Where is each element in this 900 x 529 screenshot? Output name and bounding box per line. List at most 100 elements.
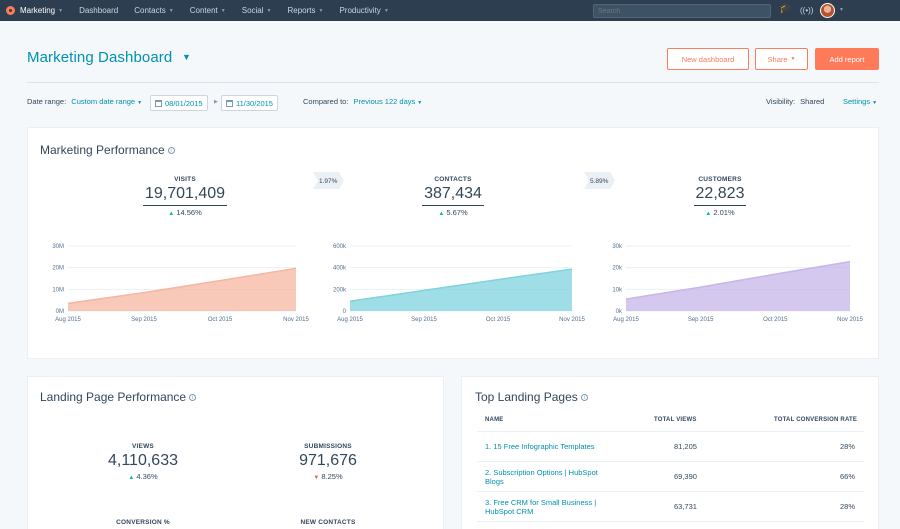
table-row-1-rate: 28% xyxy=(840,442,856,451)
submissions-change-value: 8.25% xyxy=(321,472,343,481)
submissions-metric: SUBMISSIONS 971,676 ▼ 8.25% xyxy=(268,443,388,481)
arrow-right-icon: ▶ xyxy=(214,99,218,105)
compared-value: Previous 122 days xyxy=(353,97,416,106)
table-row-2-name[interactable]: 2. Subscription Options | HubSpot Blogs xyxy=(485,468,598,486)
rate-arrow-shape xyxy=(584,172,615,189)
start-date-field[interactable]: 08/01/2015 xyxy=(150,95,208,111)
date-range-filter: Date range: Custom date range ▼ xyxy=(27,97,142,106)
chevron-down-icon: ▼ xyxy=(383,7,389,14)
row-divider xyxy=(477,521,864,522)
calendar-icon xyxy=(155,99,162,107)
nav-dashboard[interactable]: Dashboard xyxy=(71,0,126,21)
landing-page-performance-title: Landing Page Performance i xyxy=(40,390,197,404)
arrow-up-icon: ▲ xyxy=(438,211,445,217)
x-tick-label: Oct 2015 xyxy=(208,317,233,323)
date-range-select[interactable]: Custom date range ▼ xyxy=(71,97,142,106)
series-line xyxy=(625,260,851,300)
contacts-label: CONTACTS xyxy=(434,176,472,183)
top-landing-pages-title: Top Landing Pages i xyxy=(475,390,588,404)
info-icon[interactable]: i xyxy=(189,394,197,402)
x-tick-label: Sep 2015 xyxy=(688,317,714,323)
nav-marketing[interactable]: Marketing ▼ xyxy=(0,0,71,21)
end-date-value: 11/30/2015 xyxy=(236,98,273,108)
y-tick-label: 20M xyxy=(52,266,64,272)
user-avatar[interactable] xyxy=(820,3,835,18)
rate-arrow-shape xyxy=(313,172,344,189)
y-tick-label: 10M xyxy=(52,287,64,293)
new-contacts-label: NEW CONTACTS xyxy=(300,519,356,526)
submissions-label: SUBMISSIONS xyxy=(304,443,352,450)
area-series xyxy=(626,261,850,311)
graduation-cap-icon[interactable]: 🎓 xyxy=(779,3,792,14)
column-header-total-views[interactable]: TOTAL VIEWS xyxy=(654,417,697,423)
nav-social[interactable]: Social ▼ xyxy=(234,0,280,21)
contacts-value[interactable]: 387,434 xyxy=(422,183,484,206)
table-row-1-name[interactable]: 1. 15 Free Infographic Templates xyxy=(485,442,595,451)
arrow-up-icon: ▲ xyxy=(128,475,135,481)
x-tick-label: Nov 2015 xyxy=(559,317,585,323)
nav-marketing-label: Marketing xyxy=(20,6,56,15)
visits-value[interactable]: 19,701,409 xyxy=(142,183,228,206)
marketing-performance-title: Marketing Performance i xyxy=(40,143,175,157)
submissions-change: ▼ 8.25% xyxy=(268,472,388,481)
calendar-icon xyxy=(226,99,233,107)
nav-contacts-label: Contacts xyxy=(134,6,166,15)
add-report-button[interactable]: Add report xyxy=(815,48,879,70)
nav-reports[interactable]: Reports ▼ xyxy=(279,0,331,21)
conversion-label: CONVERSION % xyxy=(116,519,170,526)
header-divider xyxy=(27,82,879,83)
visits-metric: VISITS 19,701,409 ▲ 14.56% xyxy=(125,176,245,217)
area-series xyxy=(68,268,296,311)
arrow-up-icon: ▲ xyxy=(168,211,175,217)
date-range-label: Date range: xyxy=(27,97,67,106)
visits-label: VISITS xyxy=(174,176,196,183)
end-date-field[interactable]: 11/30/2015 xyxy=(221,95,278,111)
chevron-down-icon: ▼ xyxy=(417,100,423,106)
visits-to-contacts-rate-arrow: 1.97% xyxy=(313,172,344,189)
chevron-down-icon[interactable]: ▼ xyxy=(839,7,844,13)
start-date-value: 08/01/2015 xyxy=(165,98,203,108)
contacts-to-customers-rate-arrow: 5.89% xyxy=(584,172,615,189)
table-row-3-views: 63,731 xyxy=(674,502,697,511)
nav-social-label: Social xyxy=(241,6,264,15)
nav-contacts[interactable]: Contacts ▼ xyxy=(126,0,182,21)
y-tick-label: 400k xyxy=(333,266,347,272)
y-tick-label: 0 xyxy=(343,309,347,315)
chevron-down-icon: ▼ xyxy=(168,7,174,14)
series-line xyxy=(349,268,573,302)
compared-label: Compared to: xyxy=(303,97,349,106)
search-input[interactable] xyxy=(593,4,771,18)
hubspot-logo-icon xyxy=(6,6,15,15)
x-tick-label: Nov 2015 xyxy=(283,317,309,323)
chevron-down-icon: ▼ xyxy=(872,100,878,106)
compared-select[interactable]: Previous 122 days ▼ xyxy=(354,97,423,106)
contacts-area-chart: 0 200k 400k 600k Aug 2015 Sep 2015 Oct 2015 Nov… xyxy=(333,244,586,323)
y-tick-label: 600k xyxy=(333,244,347,250)
table-row-2-rate: 66% xyxy=(840,472,856,481)
compared-filter: Compared to: Previous 122 days ▼ xyxy=(303,97,422,106)
column-header-name[interactable]: NAME xyxy=(485,417,504,423)
landing-page-performance-card xyxy=(27,376,444,529)
chevron-down-icon: ▼ xyxy=(137,100,143,106)
table-row-3-name[interactable]: 3. Free CRM for Small Business | HubSpot… xyxy=(485,498,597,516)
dashboard-switcher-chevron-icon[interactable]: ▼ xyxy=(182,52,191,62)
new-dashboard-button[interactable]: New dashboard xyxy=(667,48,749,70)
x-tick-label: Aug 2015 xyxy=(337,317,363,323)
customers-value[interactable]: 22,823 xyxy=(693,183,747,206)
row-divider xyxy=(477,431,864,432)
settings-dropdown[interactable]: Settings ▼ xyxy=(843,97,877,106)
nav-productivity[interactable]: Productivity ▼ xyxy=(331,0,396,21)
page-title: Marketing Dashboard xyxy=(27,49,173,66)
column-header-conversion-rate[interactable]: TOTAL CONVERSION RATE xyxy=(774,417,858,423)
nav-content[interactable]: Content ▼ xyxy=(182,0,234,21)
x-tick-label: Oct 2015 xyxy=(486,317,511,323)
customers-change-value: 2.01% xyxy=(713,208,735,217)
share-button[interactable]: Share ▼ xyxy=(755,48,808,70)
notifications-broadcast-icon[interactable]: ((•)) xyxy=(800,6,814,15)
info-icon[interactable]: i xyxy=(167,147,175,155)
x-tick-label: Aug 2015 xyxy=(613,317,639,323)
settings-label: Settings xyxy=(843,97,871,106)
visits-area-chart: 0M 10M 20M 30M Aug 2015 Sep 2015 Oct 2015 Nov 2… xyxy=(52,244,309,323)
info-icon[interactable]: i xyxy=(580,394,588,402)
views-change: ▲ 4.36% xyxy=(83,472,203,481)
